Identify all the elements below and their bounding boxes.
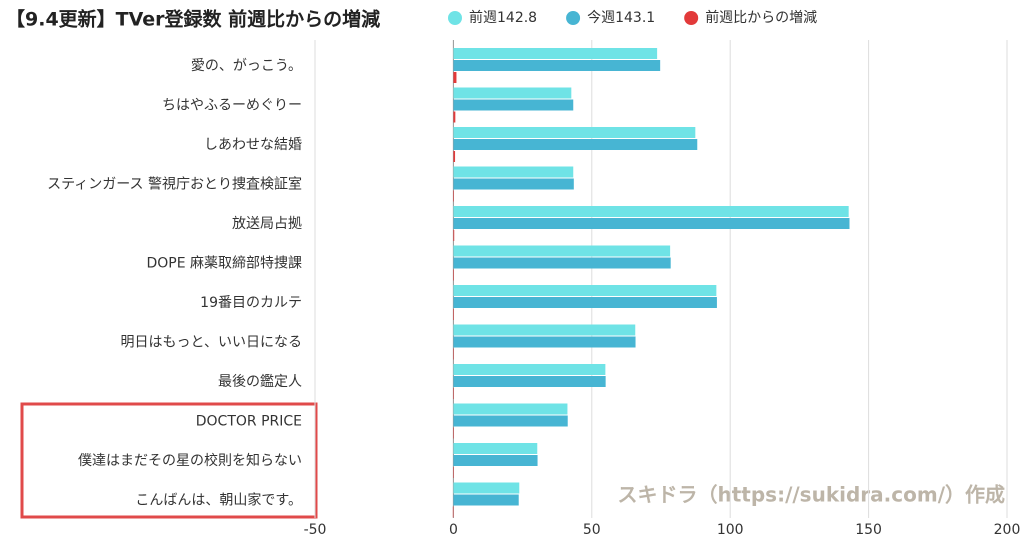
bar [453, 376, 606, 387]
bar [453, 364, 606, 375]
x-tick-label: 50 [583, 522, 601, 538]
bar [453, 111, 456, 123]
bar [453, 403, 568, 415]
bar [453, 467, 454, 478]
y-tick-label: こんばんは、朝山家です。 [135, 492, 302, 509]
bar [453, 60, 661, 71]
bar [453, 324, 636, 336]
bar [453, 190, 454, 202]
y-tick-label: しあわせな結婚 [204, 137, 302, 153]
y-tick-label: ちはやふるーめぐりー [162, 98, 302, 114]
bar [453, 206, 849, 217]
bar [453, 482, 520, 494]
bar [453, 99, 574, 111]
y-tick-label: 僕達はまだその星の校則を知らない [78, 452, 302, 469]
x-tick-label: -50 [304, 522, 327, 538]
x-tick-label: 200 [994, 522, 1021, 538]
bar [453, 178, 574, 190]
y-tick-label: DOPE 麻薬取締部特捜課 [146, 255, 302, 272]
bar [453, 166, 574, 178]
bar [453, 218, 850, 229]
bar [453, 87, 572, 99]
bar [453, 245, 671, 257]
x-tick-label: 150 [855, 522, 882, 538]
bar [453, 151, 456, 162]
bar [453, 48, 658, 59]
x-tick-label: 0 [449, 522, 458, 538]
bar [453, 336, 636, 348]
legend-label: 前週142.8 [469, 9, 537, 26]
bar [453, 139, 698, 150]
y-tick-label: 最後の鑑定人 [218, 373, 302, 390]
bar [453, 443, 538, 454]
bar [453, 257, 671, 269]
legend-marker [684, 11, 699, 25]
bar [453, 230, 455, 241]
bar [453, 427, 454, 439]
y-tick-label: 愛の、がっこう。 [191, 58, 302, 74]
bar [453, 494, 519, 506]
y-tick-label: 放送局占拠 [232, 216, 302, 232]
bar [453, 127, 696, 138]
bar [453, 455, 538, 466]
highlight-box [20, 402, 318, 519]
x-tick-label: 100 [717, 522, 744, 538]
bar [453, 309, 454, 320]
bar [453, 297, 717, 308]
bar [453, 415, 568, 427]
bar [452, 506, 454, 518]
bar [453, 348, 454, 360]
legend-marker [448, 11, 462, 25]
y-tick-label: DOCTOR PRICE [196, 414, 302, 430]
bar [453, 269, 454, 281]
y-tick-label: 19番目のカルテ [200, 295, 302, 311]
y-tick-label: スティンガース 警視庁おとり捜査検証室 [47, 176, 302, 193]
bar [453, 285, 717, 296]
legend-label: 今週143.1 [587, 10, 655, 26]
watermark: スキドラ（https://sukidra.com/）作成 [618, 483, 1006, 507]
bar [453, 72, 457, 83]
legend-label: 前週比からの増減 [705, 9, 817, 26]
legend-marker [566, 11, 581, 25]
y-tick-label: 明日はもっと、いい日になる [121, 335, 302, 351]
chart-title: 【9.4更新】TVer登録数 前週比からの増減 [6, 8, 380, 31]
bar [453, 388, 454, 399]
